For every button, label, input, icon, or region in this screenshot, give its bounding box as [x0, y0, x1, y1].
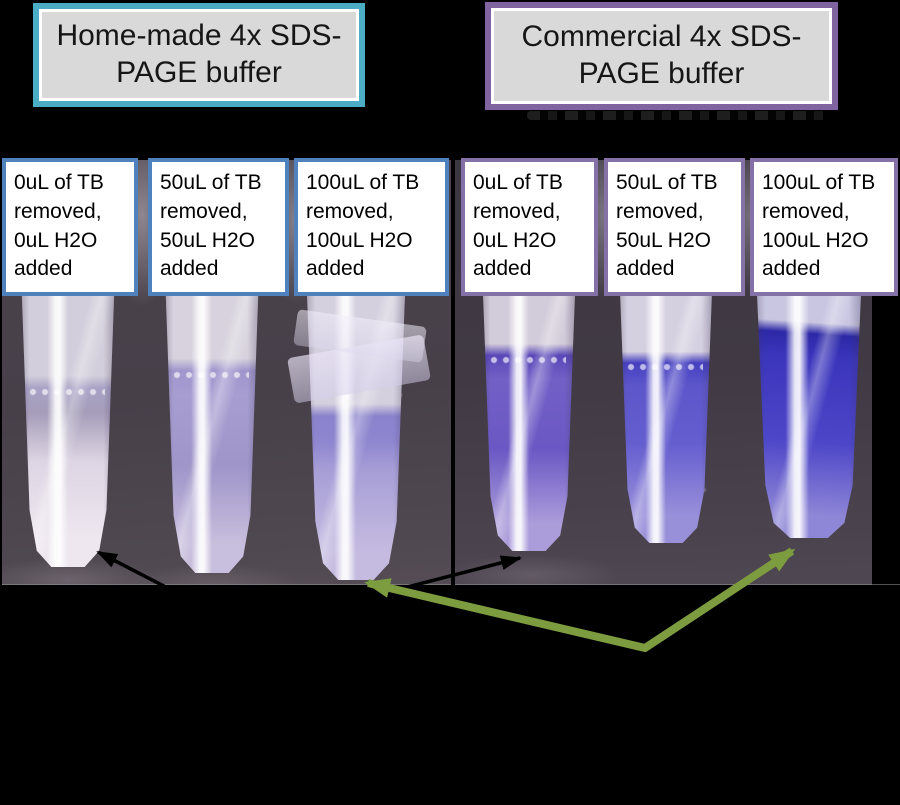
- sample-label-text: 0uL of TB removed, 0uL H2O added: [473, 171, 563, 281]
- sample-label-home-0ul: 0uL of TB removed, 0uL H2O added: [2, 158, 138, 296]
- sample-label-home-100ul: 100uL of TB removed, 100uL H2O added: [294, 158, 449, 296]
- header-home-made-label: Home-made 4x SDS-PAGE buffer: [56, 19, 342, 89]
- photo-divider-line: [451, 157, 455, 585]
- header-commercial-label: Commercial 4x SDS-PAGE buffer: [521, 20, 802, 90]
- sample-label-text: 50uL of TB removed, 50uL H2O added: [160, 171, 262, 281]
- header-commercial: Commercial 4x SDS-PAGE buffer: [485, 2, 838, 110]
- header-home-made: Home-made 4x SDS-PAGE buffer: [33, 3, 365, 107]
- sample-label-text: 0uL of TB removed, 0uL H2O added: [14, 171, 104, 281]
- sample-label-home-50ul: 50uL of TB removed, 50uL H2O added: [148, 158, 289, 296]
- clipped-text-artifact: [527, 111, 830, 120]
- sample-label-text: 100uL of TB removed, 100uL H2O added: [306, 171, 420, 281]
- sample-label-commercial-100ul: 100uL of TB removed, 100uL H2O added: [750, 158, 898, 296]
- sample-label-commercial-50ul: 50uL of TB removed, 50uL H2O added: [604, 158, 745, 296]
- sample-label-text: 100uL of TB removed, 100uL H2O added: [762, 171, 876, 281]
- sample-label-commercial-0ul: 0uL of TB removed, 0uL H2O added: [461, 158, 598, 296]
- sample-label-text: 50uL of TB removed, 50uL H2O added: [616, 171, 718, 281]
